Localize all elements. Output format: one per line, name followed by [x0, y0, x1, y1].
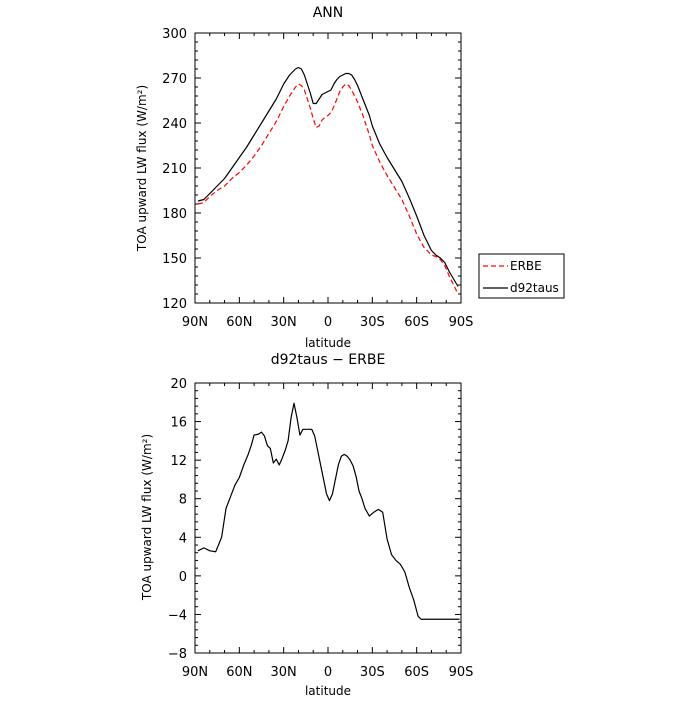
top-tick-marks — [194, 32, 462, 304]
legend-box — [478, 253, 565, 299]
top-y-axis-label: TOA upward LW flux (W/m²) — [135, 85, 149, 252]
top-x-tick-label: 30N — [271, 315, 297, 330]
top-plot-frame — [194, 32, 462, 304]
top-y-tick-label: 300 — [162, 27, 187, 42]
bottom-y-tick-label: 16 — [170, 416, 187, 431]
top-panel: ANN latitude TOA upward LW flux (W/m²) 9… — [135, 5, 473, 350]
top-y-tick-label: 240 — [162, 117, 187, 132]
bottom-y-tick-label: 4 — [179, 531, 187, 546]
bottom-y-tick-label: 12 — [170, 454, 187, 469]
legend-label-d92taus: d92taus — [510, 281, 559, 295]
top-x-tick-label: 60S — [404, 315, 429, 330]
bottom-x-tick-label: 90N — [182, 665, 208, 680]
bottom-tick-marks — [194, 382, 462, 654]
top-y-tick-label: 120 — [162, 297, 187, 312]
top-series-line-erbe — [197, 83, 459, 295]
bottom-x-tick-label: 30N — [271, 665, 297, 680]
top-y-tick-labels: 120 150 180 210 240 270 300 — [162, 27, 187, 312]
bottom-x-tick-label: 60S — [404, 665, 429, 680]
bottom-plot-frame — [194, 382, 462, 654]
bottom-series-line-diff-0 — [197, 402, 460, 620]
legend-label-erbe: ERBE — [510, 259, 542, 273]
bottom-x-tick-label: 30S — [360, 665, 385, 680]
bottom-x-axis-label: latitude — [305, 684, 351, 698]
bottom-y-axis-label: TOA upward LW flux (W/m²) — [140, 434, 154, 601]
top-x-tick-label: 30S — [360, 315, 385, 330]
top-x-tick-labels: 90N 60N 30N 0 30S 60S 90S — [182, 315, 474, 330]
top-x-tick-label: 90S — [449, 315, 474, 330]
bottom-series-lines — [197, 402, 460, 620]
top-x-tick-label: 90N — [182, 315, 208, 330]
bottom-x-tick-label: 60N — [226, 665, 252, 680]
top-y-tick-label: 270 — [162, 72, 187, 87]
top-series-line-d92taus — [197, 66, 459, 287]
bottom-chart-title: d92taus − ERBE — [271, 352, 386, 368]
legend: ERBE d92taus — [478, 253, 565, 299]
top-chart-title: ANN — [313, 5, 344, 21]
bottom-y-tick-label: −4 — [168, 608, 187, 623]
top-y-tick-label: 150 — [162, 252, 187, 267]
bottom-y-tick-label: 0 — [179, 570, 187, 585]
top-y-tick-label: 210 — [162, 162, 187, 177]
top-x-tick-label: 60N — [226, 315, 252, 330]
bottom-panel: d92taus − ERBE latitude TOA upward LW fl… — [140, 352, 473, 698]
bottom-y-tick-label: −8 — [168, 647, 187, 662]
top-series-lines — [197, 66, 459, 295]
bottom-y-tick-label: 20 — [170, 377, 187, 392]
bottom-x-tick-label: 90S — [449, 665, 474, 680]
top-x-tick-label: 0 — [324, 315, 332, 330]
top-x-axis-label: latitude — [305, 336, 351, 350]
bottom-x-tick-labels: 90N 60N 30N 0 30S 60S 90S — [182, 665, 474, 680]
top-y-tick-label: 180 — [162, 207, 187, 222]
bottom-y-tick-labels: −8 −4 0 4 8 12 16 20 — [168, 377, 187, 662]
bottom-y-tick-label: 8 — [179, 493, 187, 508]
bottom-x-tick-label: 0 — [324, 665, 332, 680]
